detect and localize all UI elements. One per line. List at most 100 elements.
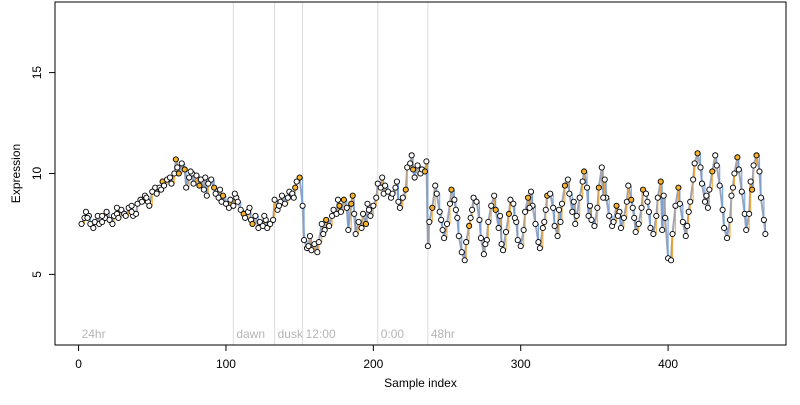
data-point <box>454 214 461 221</box>
data-point <box>676 200 683 207</box>
data-point <box>270 216 277 223</box>
data-point <box>463 239 470 246</box>
data-point <box>746 210 753 217</box>
data-point <box>572 220 579 227</box>
data-point <box>166 174 174 181</box>
segment-label: 48hr <box>431 327 455 341</box>
data-point <box>591 222 598 230</box>
y-tick-label: 15 <box>30 66 44 80</box>
data-point <box>470 194 477 201</box>
data-point-highlight <box>675 184 682 191</box>
data-point <box>510 200 517 207</box>
data-point <box>583 184 591 191</box>
x-axis: 0 100 200 300 400 <box>75 344 678 371</box>
data-point <box>382 182 389 189</box>
data-point <box>647 224 654 232</box>
x-tick-label: 200 <box>363 357 383 371</box>
data-point <box>374 180 381 187</box>
data-point-highlight <box>657 178 664 185</box>
x-tick-label: 300 <box>511 357 531 371</box>
data-point <box>355 218 362 225</box>
data-point <box>399 194 406 201</box>
data-point <box>594 204 601 211</box>
data-point-highlight <box>561 182 568 189</box>
data-point <box>691 160 698 167</box>
data-point <box>617 224 624 232</box>
y-axis-label: Expression <box>9 144 23 203</box>
data-point <box>579 178 586 185</box>
data-point <box>684 222 691 230</box>
data-point <box>712 152 719 159</box>
data-point <box>625 182 632 189</box>
data-point <box>103 208 110 215</box>
data-point <box>586 202 594 209</box>
data-point <box>731 170 738 177</box>
data-point <box>106 216 113 223</box>
x-tick-label: 400 <box>658 357 678 371</box>
data-point <box>635 220 642 227</box>
data-point <box>539 224 546 232</box>
data-point <box>393 178 400 185</box>
data-point <box>701 198 708 205</box>
data-point <box>728 192 735 199</box>
data-point <box>408 152 415 159</box>
data-point <box>650 230 657 238</box>
data-point <box>547 190 554 197</box>
data-point <box>174 164 181 171</box>
data-point-highlight <box>595 184 602 191</box>
segment-label: dusk <box>278 327 304 341</box>
data-point <box>566 190 573 197</box>
data-point-highlight <box>492 206 499 213</box>
data-point <box>659 226 666 234</box>
data-points <box>78 150 769 264</box>
data-point <box>334 196 342 203</box>
data-point <box>685 208 692 215</box>
data-point <box>557 218 564 225</box>
data-point <box>78 220 85 227</box>
data-point <box>407 160 414 167</box>
data-point-highlight <box>323 216 330 223</box>
data-point <box>227 196 234 203</box>
data-point <box>606 212 613 219</box>
data-point-highlight <box>753 152 760 159</box>
data-point <box>687 198 694 205</box>
data-point <box>433 190 440 197</box>
data-point <box>153 190 160 197</box>
data-point <box>644 198 651 205</box>
data-point <box>271 196 278 203</box>
data-point-highlight <box>749 186 756 193</box>
data-point <box>522 208 529 215</box>
data-point <box>488 202 495 209</box>
segment-label: 12:00 <box>306 327 336 341</box>
data-point <box>532 220 539 227</box>
data-point <box>541 218 548 225</box>
data-point <box>704 204 711 211</box>
data-point <box>115 214 122 221</box>
data-point <box>467 214 474 221</box>
data-point <box>306 232 314 240</box>
data-point <box>716 182 723 189</box>
data-point <box>436 208 443 215</box>
data-point-highlight <box>694 150 701 157</box>
data-point <box>473 198 480 205</box>
data-point <box>414 162 421 169</box>
data-point <box>326 222 333 230</box>
data-point <box>499 247 507 254</box>
data-point <box>491 192 498 199</box>
data-point <box>301 237 308 244</box>
data-point <box>610 218 617 225</box>
data-point-highlight <box>613 202 620 209</box>
data-point <box>756 168 763 175</box>
segment-label: 0:00 <box>381 327 405 341</box>
data-point <box>620 214 627 221</box>
data-point <box>551 222 558 230</box>
data-point <box>452 206 459 213</box>
data-point-highlight <box>362 220 370 227</box>
data-point <box>542 206 549 213</box>
data-point <box>426 218 433 225</box>
data-point <box>629 204 636 211</box>
data-point <box>278 192 286 199</box>
data-point <box>367 212 374 219</box>
data-point <box>203 192 210 199</box>
data-point <box>217 186 224 193</box>
